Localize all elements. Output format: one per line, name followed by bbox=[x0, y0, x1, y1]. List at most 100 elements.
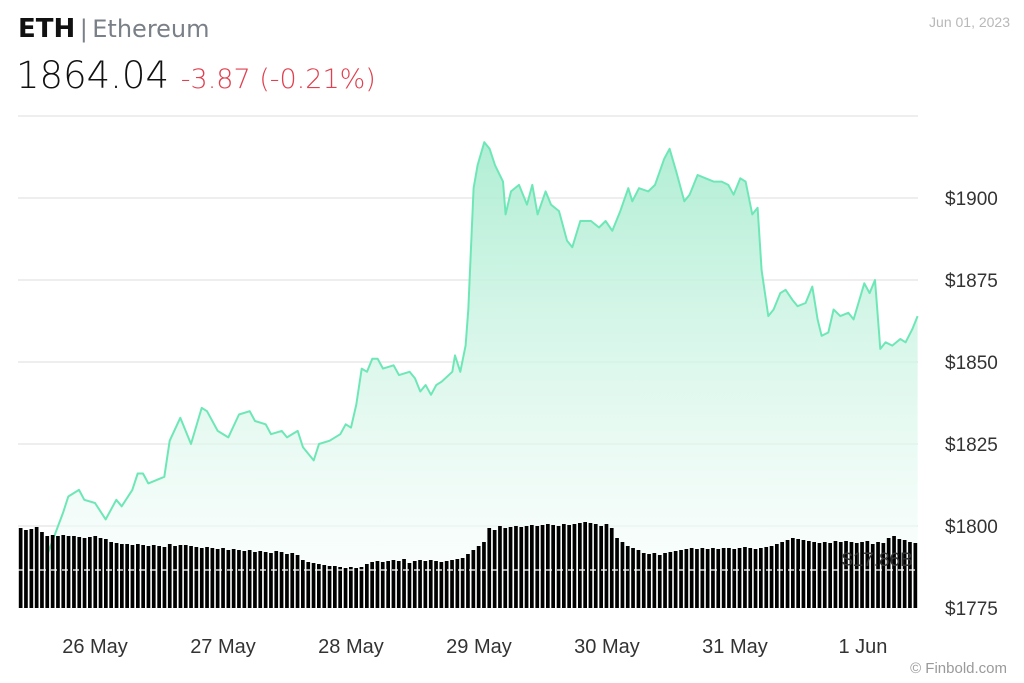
volume-bar bbox=[711, 548, 715, 608]
y-tick-label: $1875 bbox=[945, 271, 998, 292]
volume-bar bbox=[157, 546, 161, 608]
volume-bar bbox=[705, 549, 710, 608]
volume-bar bbox=[588, 523, 593, 608]
volume-bar bbox=[524, 526, 529, 608]
volume-bar bbox=[572, 524, 577, 608]
volume-bar bbox=[881, 543, 886, 608]
volume-bar bbox=[72, 536, 76, 608]
volume-bar bbox=[412, 561, 417, 608]
volume-bar bbox=[753, 549, 758, 608]
volume-bar bbox=[189, 546, 193, 608]
volume-bar bbox=[540, 525, 545, 608]
y-tick-label: $1900 bbox=[945, 189, 998, 210]
volume-bar bbox=[785, 540, 790, 608]
volume-bar bbox=[663, 553, 667, 608]
volume-bar bbox=[423, 561, 428, 608]
volume-bar bbox=[897, 539, 902, 608]
volume-bar bbox=[359, 567, 364, 608]
volume-bar bbox=[386, 561, 390, 608]
volume-bar bbox=[199, 548, 204, 608]
volume-bar bbox=[721, 548, 726, 608]
volume-bar bbox=[673, 551, 678, 608]
x-tick-label: 27 May bbox=[190, 636, 256, 658]
volume-bar bbox=[194, 547, 199, 608]
volume-bar bbox=[242, 551, 247, 608]
volume-bar bbox=[860, 542, 864, 608]
volume-bar bbox=[849, 542, 854, 608]
volume-bar bbox=[258, 551, 263, 608]
volume-label: $17.86B bbox=[842, 550, 913, 571]
volume-bar bbox=[764, 547, 769, 608]
volume-bar bbox=[870, 544, 875, 608]
volume-bar bbox=[120, 544, 124, 608]
volume-bar bbox=[625, 546, 630, 608]
volume-bar bbox=[854, 543, 859, 608]
volume-bar bbox=[173, 546, 177, 608]
volume-bar bbox=[450, 560, 454, 608]
volume-bar bbox=[317, 564, 321, 608]
volume-bar bbox=[77, 537, 82, 608]
volume-bar bbox=[865, 541, 870, 608]
volume-bar bbox=[466, 554, 470, 608]
volume-bar bbox=[253, 552, 257, 608]
volume-bar bbox=[807, 541, 811, 608]
volume-bar bbox=[838, 542, 843, 608]
volume-bar bbox=[583, 522, 587, 608]
volume-bar bbox=[61, 535, 66, 608]
volume-bar bbox=[210, 548, 215, 608]
volume-bar bbox=[269, 553, 273, 608]
volume-bar bbox=[620, 542, 625, 608]
ticker-header: ETH | Ethereum bbox=[18, 14, 210, 44]
volume-bar bbox=[82, 538, 87, 608]
separator: | bbox=[79, 15, 88, 43]
volume-bar bbox=[551, 525, 555, 608]
x-tick-label: 31 May bbox=[702, 636, 768, 658]
volume-bar bbox=[604, 524, 609, 608]
volume-bar bbox=[636, 550, 641, 608]
volume-bar bbox=[295, 555, 300, 608]
volume-bar bbox=[215, 549, 220, 608]
volume-bar bbox=[748, 548, 753, 608]
volume-bar bbox=[695, 549, 699, 608]
volume-bar bbox=[492, 530, 497, 608]
volume-bar bbox=[301, 560, 305, 608]
volume-bar bbox=[178, 545, 183, 608]
volume-bar bbox=[876, 542, 880, 608]
volume-bar bbox=[775, 544, 779, 608]
volume-bar bbox=[279, 552, 284, 608]
volume-bar bbox=[221, 548, 225, 608]
volume-bar bbox=[498, 526, 502, 608]
volume-bar bbox=[396, 561, 401, 608]
volume-bar bbox=[247, 550, 252, 608]
watermark: © Finbold.com bbox=[910, 660, 1007, 677]
volume-bar bbox=[29, 529, 34, 608]
volume-bar bbox=[812, 542, 816, 608]
volume-bar bbox=[56, 536, 60, 608]
volume-bar bbox=[546, 524, 550, 608]
volume-bar bbox=[338, 567, 342, 608]
volume-bar bbox=[205, 547, 209, 608]
volume-bar bbox=[311, 563, 316, 608]
volume-bar bbox=[482, 542, 486, 608]
volume-bar bbox=[231, 549, 236, 608]
volume-bar bbox=[700, 548, 705, 608]
volume-bar bbox=[599, 526, 603, 608]
volume-bar bbox=[98, 538, 103, 608]
volume-bar bbox=[503, 528, 508, 608]
x-tick-label: 29 May bbox=[446, 636, 512, 658]
volume-bar bbox=[780, 542, 784, 608]
volume-bar bbox=[45, 536, 50, 608]
volume-bar bbox=[913, 543, 918, 608]
volume-bar bbox=[684, 549, 689, 608]
volume-bar bbox=[902, 540, 907, 608]
volume-bar bbox=[237, 550, 241, 608]
volume-bar bbox=[114, 543, 119, 608]
volume-bar bbox=[327, 566, 332, 608]
volume-bar bbox=[556, 526, 561, 608]
volume-bar bbox=[737, 548, 742, 608]
volume-bar bbox=[562, 524, 566, 608]
volume-bar bbox=[716, 549, 721, 608]
volume-bar bbox=[141, 545, 145, 608]
volume-bar bbox=[822, 542, 827, 608]
volume-bar bbox=[759, 548, 763, 608]
